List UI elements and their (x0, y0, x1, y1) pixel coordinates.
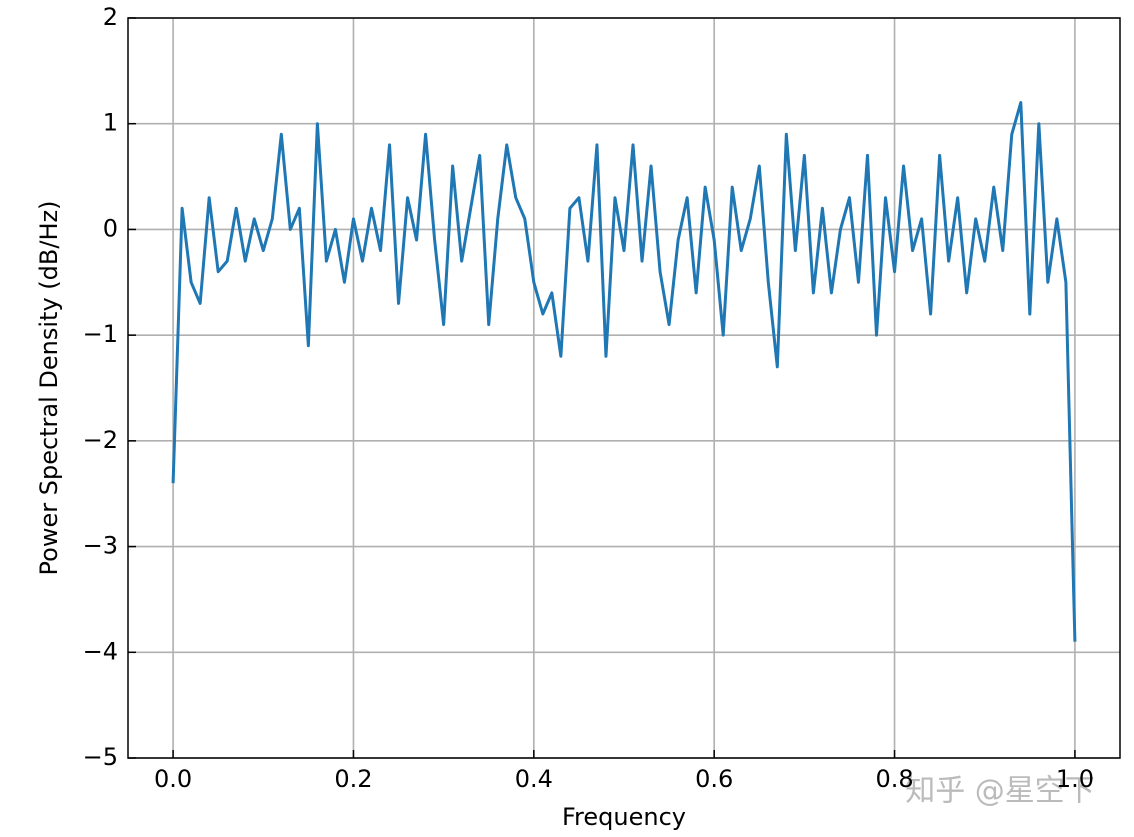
x-tick-label: 1.0 (1056, 765, 1094, 793)
y-tick-label: −1 (83, 320, 118, 348)
y-tick-label: −3 (83, 532, 118, 560)
x-tick-label: 0.4 (515, 765, 553, 793)
y-tick-label: 2 (103, 3, 118, 31)
data-line (171, 101, 1077, 642)
plot-frame (127, 17, 1121, 759)
watermark: 知乎 @星空下 (905, 774, 1095, 809)
y-tick-label: −5 (83, 743, 118, 771)
x-tick-label: 0.6 (695, 765, 733, 793)
y-tick-label: 1 (103, 109, 118, 137)
x-tick-label: 0.8 (875, 765, 913, 793)
x-tick-label: 0.0 (154, 765, 192, 793)
y-axis-label: Power Spectral Density (dB/Hz) (35, 201, 63, 576)
y-tick-label: −4 (83, 637, 118, 665)
x-axis-label: Frequency (562, 803, 686, 831)
y-tick-label: 0 (103, 214, 118, 242)
x-tick-label: 0.2 (334, 765, 372, 793)
y-tick-label: −2 (83, 426, 118, 454)
